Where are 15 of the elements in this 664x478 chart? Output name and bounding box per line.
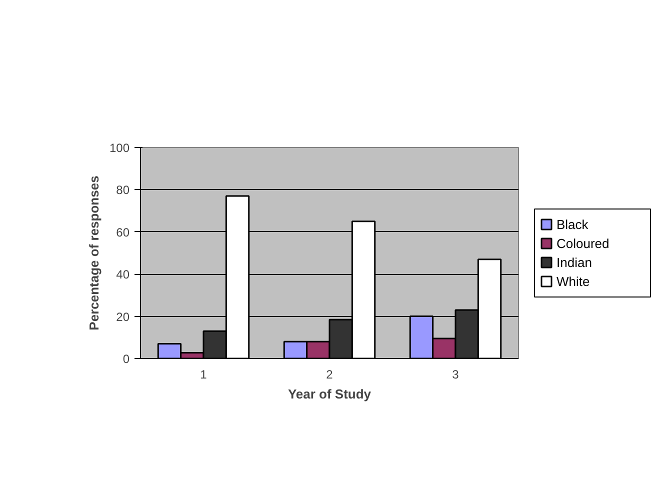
legend-label: White — [556, 274, 590, 289]
legend-label: Black — [556, 217, 589, 232]
legend-label: Coloured — [556, 236, 610, 251]
x-tick-label: 3 — [452, 368, 460, 382]
y-tick-label: 20 — [116, 310, 130, 324]
x-tick-label: 2 — [326, 368, 334, 382]
y-tick-label: 40 — [116, 268, 130, 282]
y-tick-label: 60 — [116, 225, 130, 240]
y-tick-label: 80 — [116, 183, 130, 198]
x-tick-label: 1 — [200, 368, 208, 382]
y-tick-label: 0 — [122, 352, 130, 366]
legend-label: Indian — [556, 255, 592, 270]
x-axis-title: Year of Study — [288, 386, 372, 402]
y-axis-title: Percentage of responses — [86, 176, 102, 330]
y-tick-label: 100 — [109, 141, 130, 155]
